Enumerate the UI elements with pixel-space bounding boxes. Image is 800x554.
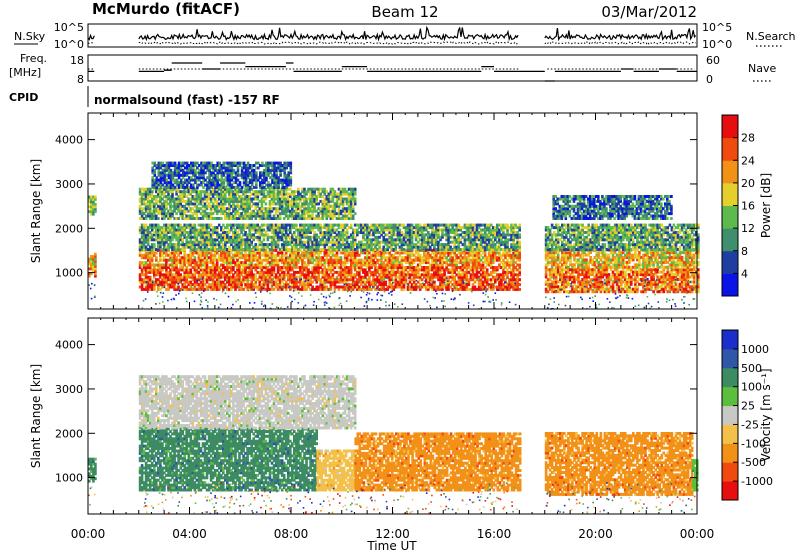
nsky-label: N.Sky (14, 30, 46, 43)
freq-label: Freq. (20, 52, 47, 65)
echo-cell (518, 283, 521, 286)
echo-cell (265, 202, 268, 205)
echo-cell (295, 224, 298, 227)
echo-cell (403, 248, 406, 251)
cpid-row: CPID normalsound (fast) -157 RF (9, 86, 280, 107)
nsearch-series (88, 42, 696, 44)
nsky-panel: N.Sky 10^5 10^0 10^5 10^0 N.Search (14, 21, 796, 51)
echo-cell (220, 217, 223, 220)
echo-cell (518, 224, 521, 227)
echo-cell (194, 224, 197, 227)
echo-cell (149, 276, 152, 279)
freq-series (88, 63, 697, 81)
echo-cell (518, 278, 521, 281)
nsearch-label: N.Search (746, 30, 796, 43)
cpid-text: normalsound (fast) -157 RF (94, 93, 280, 107)
echo-cell (518, 288, 521, 291)
freq-unit-label: [MHz] (9, 66, 41, 79)
nsearch-tick-bottom: 10^0 (702, 38, 732, 51)
nave-tick-bottom: 0 (706, 73, 713, 86)
nsky-series (88, 28, 696, 40)
cpid-label: CPID (9, 91, 38, 104)
station-title: McMurdo (fitACF) (92, 0, 240, 18)
freq-frame (88, 55, 697, 81)
echo-cell (194, 256, 197, 259)
nsky-tick-bottom: 10^0 (54, 38, 84, 51)
nsky-tick-top: 10^5 (54, 21, 84, 34)
freq-panel: Freq. [MHz] 18 8 60 0 Nave (9, 52, 776, 86)
nave-tick-top: 60 (706, 54, 720, 67)
echo-cell (157, 217, 160, 220)
echo-cell (518, 241, 521, 244)
echo-cell (486, 268, 489, 271)
echo-cell (340, 256, 343, 259)
echo-cell (155, 256, 158, 259)
nave-label: Nave (748, 62, 776, 75)
beam-label: Beam 12 (371, 3, 438, 21)
date-label: 03/Mar/2012 (601, 3, 697, 21)
echo-cell (518, 233, 521, 236)
echo-cell (384, 281, 387, 284)
echo-cell (518, 264, 521, 267)
echo-cell (350, 224, 353, 227)
freq-tick-top: 18 (70, 54, 84, 67)
echo-cell (153, 243, 156, 246)
freq-tick-bottom: 8 (77, 73, 84, 86)
nsearch-tick-top: 10^5 (702, 21, 732, 34)
power-echo-field (88, 162, 700, 310)
